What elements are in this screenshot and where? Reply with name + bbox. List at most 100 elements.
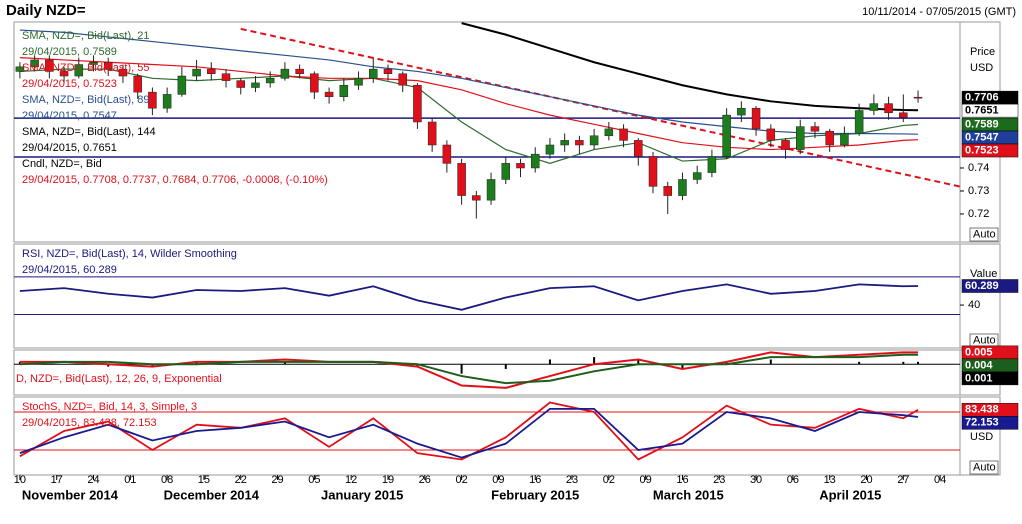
candle-body	[781, 140, 790, 150]
candle-body	[516, 163, 525, 169]
x-tick-label: 19	[382, 474, 394, 486]
last-value-label: 83.438	[965, 404, 999, 416]
candle-body	[634, 140, 643, 157]
month-label: March 2015	[653, 487, 724, 502]
candle-body	[442, 144, 452, 164]
sma-line	[19, 68, 919, 165]
candle-body	[103, 61, 113, 70]
candle-body	[369, 68, 378, 79]
month-label: February 2015	[491, 487, 579, 502]
last-value-box	[961, 279, 1019, 293]
candle-body	[472, 195, 481, 201]
x-tick-label: 20	[860, 474, 872, 486]
legend-text: 29/04/2015, 0.7547	[22, 110, 117, 122]
month-label: January 2015	[321, 487, 403, 502]
candle-body	[869, 103, 879, 111]
last-value-label: 0.7651	[965, 105, 999, 117]
candle-body	[840, 133, 849, 146]
x-tick-label: 09	[492, 474, 504, 486]
candle-body	[413, 84, 422, 123]
chart-title: Daily NZD=	[6, 2, 86, 19]
x-tick-label: 30	[750, 474, 762, 486]
candle-body	[766, 128, 776, 141]
date-range: 10/11/2014 - 07/05/2015 (GMT)	[862, 6, 1016, 18]
last-value-label: 0.7589	[965, 118, 999, 130]
candle-body	[236, 80, 245, 88]
candle-body	[89, 61, 98, 65]
candle-body	[530, 153, 540, 169]
candle-body	[45, 59, 54, 72]
candle-body	[692, 172, 702, 180]
candle-body	[589, 135, 599, 146]
x-tick-label: 26	[419, 474, 431, 486]
candle-body	[324, 91, 334, 97]
sma-line	[19, 57, 919, 151]
x-tick-label: 04	[934, 474, 946, 486]
sma-line	[19, 29, 919, 135]
x-tick-label: 12	[345, 474, 357, 486]
auto-button[interactable]	[969, 227, 999, 242]
month-label: November 2014	[22, 487, 119, 502]
candle-body	[913, 96, 923, 99]
x-tick-label: 13	[824, 474, 836, 486]
candle-body	[427, 121, 437, 146]
axis-title: Price	[970, 46, 995, 58]
legend-text: 29/04/2015, 0.7523	[22, 78, 117, 90]
x-tick-label: 09	[640, 474, 652, 486]
candle-body	[560, 140, 569, 146]
candle-body	[148, 91, 157, 109]
candle-body	[810, 126, 820, 132]
legend-text: 29/04/2015, 60.289	[22, 264, 117, 276]
candle-body	[501, 163, 511, 180]
last-value-box	[961, 103, 1019, 118]
x-axis-band	[0, 477, 1022, 507]
candle-body	[354, 78, 363, 86]
candle-body	[74, 64, 84, 77]
x-tick-label: 29	[271, 474, 283, 486]
last-value-label: 0.001	[965, 372, 993, 384]
candle-body	[339, 84, 349, 97]
x-tick-label: 22	[235, 474, 247, 486]
candle-body	[707, 156, 717, 173]
candle-body	[221, 73, 231, 81]
legend-text: RSI, NZD=, Bid(Last), 14, Wilder Smoothi…	[22, 248, 237, 260]
legend-text: D, NZD=, Bid(Last), 12, 26, 9, Exponenti…	[16, 373, 222, 385]
last-value-box	[961, 371, 1019, 386]
auto-button-label[interactable]: Auto	[973, 228, 996, 240]
last-value-label: 0.7706	[965, 92, 999, 104]
x-tick-label: 10	[14, 474, 26, 486]
x-tick-label: 24	[87, 474, 99, 486]
auto-button-label[interactable]: Auto	[973, 461, 996, 473]
trend-line	[240, 27, 960, 188]
candle-body	[825, 130, 834, 146]
candle-body	[118, 68, 128, 77]
candle-body	[177, 75, 187, 95]
y-tick-label: 0.74	[968, 162, 989, 174]
x-tick-label: 17	[51, 474, 63, 486]
candle-body	[854, 110, 864, 134]
candle-body	[207, 68, 216, 74]
last-value-label: 0.004	[965, 359, 993, 371]
candle-body	[795, 126, 805, 150]
candle-body	[899, 112, 908, 118]
auto-button[interactable]	[969, 460, 999, 475]
legend-text: SMA, NZD=, Bid(Last), 55	[22, 62, 149, 74]
candle-body	[737, 107, 746, 116]
candle-body	[280, 68, 290, 79]
candle-body	[295, 68, 304, 74]
last-value-box	[961, 143, 1019, 158]
x-tick-label: 15	[198, 474, 210, 486]
auto-button-label[interactable]: Auto	[973, 334, 996, 346]
legend-text: StochS, NZD=, Bid, 14, 3, Simple, 3	[22, 401, 197, 413]
candle-body	[133, 75, 142, 93]
legend-text: 29/04/2015, 0.7708, 0.7737, 0.7684, 0.77…	[22, 174, 328, 186]
candle-body	[678, 179, 687, 196]
candle-body	[575, 140, 584, 146]
y-tick-label: 40	[968, 299, 980, 311]
x-tick-label: 16	[676, 474, 688, 486]
x-tick-label: 02	[603, 474, 615, 486]
x-tick-label: 08	[161, 474, 173, 486]
candle-body	[310, 73, 319, 93]
pane-frame	[13, 396, 1001, 476]
